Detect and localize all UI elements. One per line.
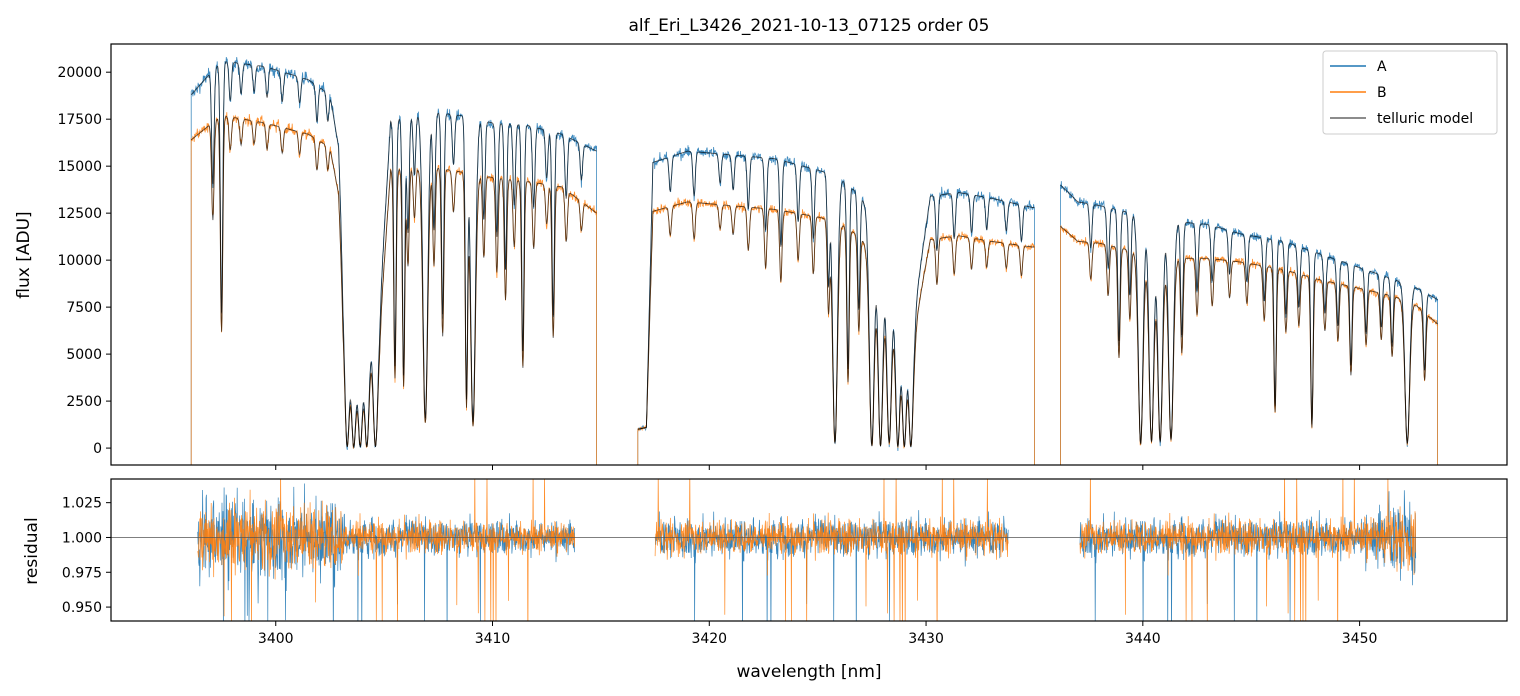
residual-y-axis-label: residual	[22, 517, 42, 584]
flux-y-axis-label: flux [ADU]	[14, 211, 34, 298]
flux-y-tick-label: 5000	[66, 347, 102, 363]
flux-y-tick-label: 7500	[66, 300, 102, 316]
legend-label-telluric-model: telluric model	[1377, 111, 1473, 127]
residual-y-axis: 0.950 0.975 1.000 1.025	[62, 496, 111, 616]
residual-axes-frame	[110, 478, 1508, 622]
flux-y-tick-label: 0	[93, 441, 102, 457]
flux-y-axis: 0 2500 5000 7500 10000 12500 15000 17500 20000	[57, 65, 111, 457]
residual-x-tick-label: 3420	[691, 631, 727, 647]
x-axis-label: wavelength [nm]	[736, 662, 881, 682]
residual-y-tick-label: 1.025	[62, 496, 102, 512]
flux-x-axis	[275, 465, 1361, 470]
residual-x-tick-label: 3410	[475, 631, 511, 647]
residual-y-tick-label: 1.000	[62, 530, 102, 546]
telluric-model-b-line-segment-2	[637, 201, 1035, 448]
flux-plot-area	[190, 56, 1438, 465]
residual-x-tick-label: 3440	[1125, 631, 1161, 647]
legend-label-b: B	[1377, 85, 1387, 101]
residual-x-tick-label: 3400	[258, 631, 294, 647]
legend: A B telluric model	[1322, 50, 1498, 135]
figure-title: alf_Eri_L3426_2021-10-13_07125 order 05	[629, 16, 990, 36]
residual-y-tick-label: 0.975	[62, 565, 102, 581]
telluric-model-b-line-segment-3	[1060, 225, 1438, 445]
residual-x-axis: 3400 3410 3420 3430 3440 3450	[258, 621, 1377, 647]
residual-b-line-segment-2	[654, 479, 1009, 621]
telluric-model-b-line-segment-1	[190, 116, 597, 449]
flux-y-tick-label: 20000	[57, 65, 102, 81]
residual-a-line-segment-1	[197, 483, 576, 621]
residual-b-line-segment-1	[197, 479, 576, 621]
residual-x-tick-label: 3450	[1342, 631, 1378, 647]
flux-axes-frame	[110, 43, 1508, 466]
residual-panel: 0.950 0.975 1.000 1.025 3400 3410 3420 3430 344…	[22, 478, 1508, 682]
flux-y-tick-label: 17500	[57, 112, 102, 128]
flux-panel: 0 2500 5000 7500 10000 12500 15000 17500 20000 f…	[14, 43, 1508, 470]
flux-y-tick-label: 15000	[57, 159, 102, 175]
flux-y-tick-label: 2500	[66, 394, 102, 410]
flux-y-tick-label: 12500	[57, 206, 102, 222]
legend-label-a: A	[1377, 59, 1387, 75]
legend-frame	[1322, 50, 1498, 135]
residual-y-tick-label: 0.950	[62, 600, 102, 616]
residual-x-tick-label: 3430	[908, 631, 944, 647]
residual-plot-area	[111, 479, 1507, 621]
flux-y-tick-label: 10000	[57, 253, 102, 269]
telluric-model-a-line-segment-3	[1060, 184, 1438, 444]
